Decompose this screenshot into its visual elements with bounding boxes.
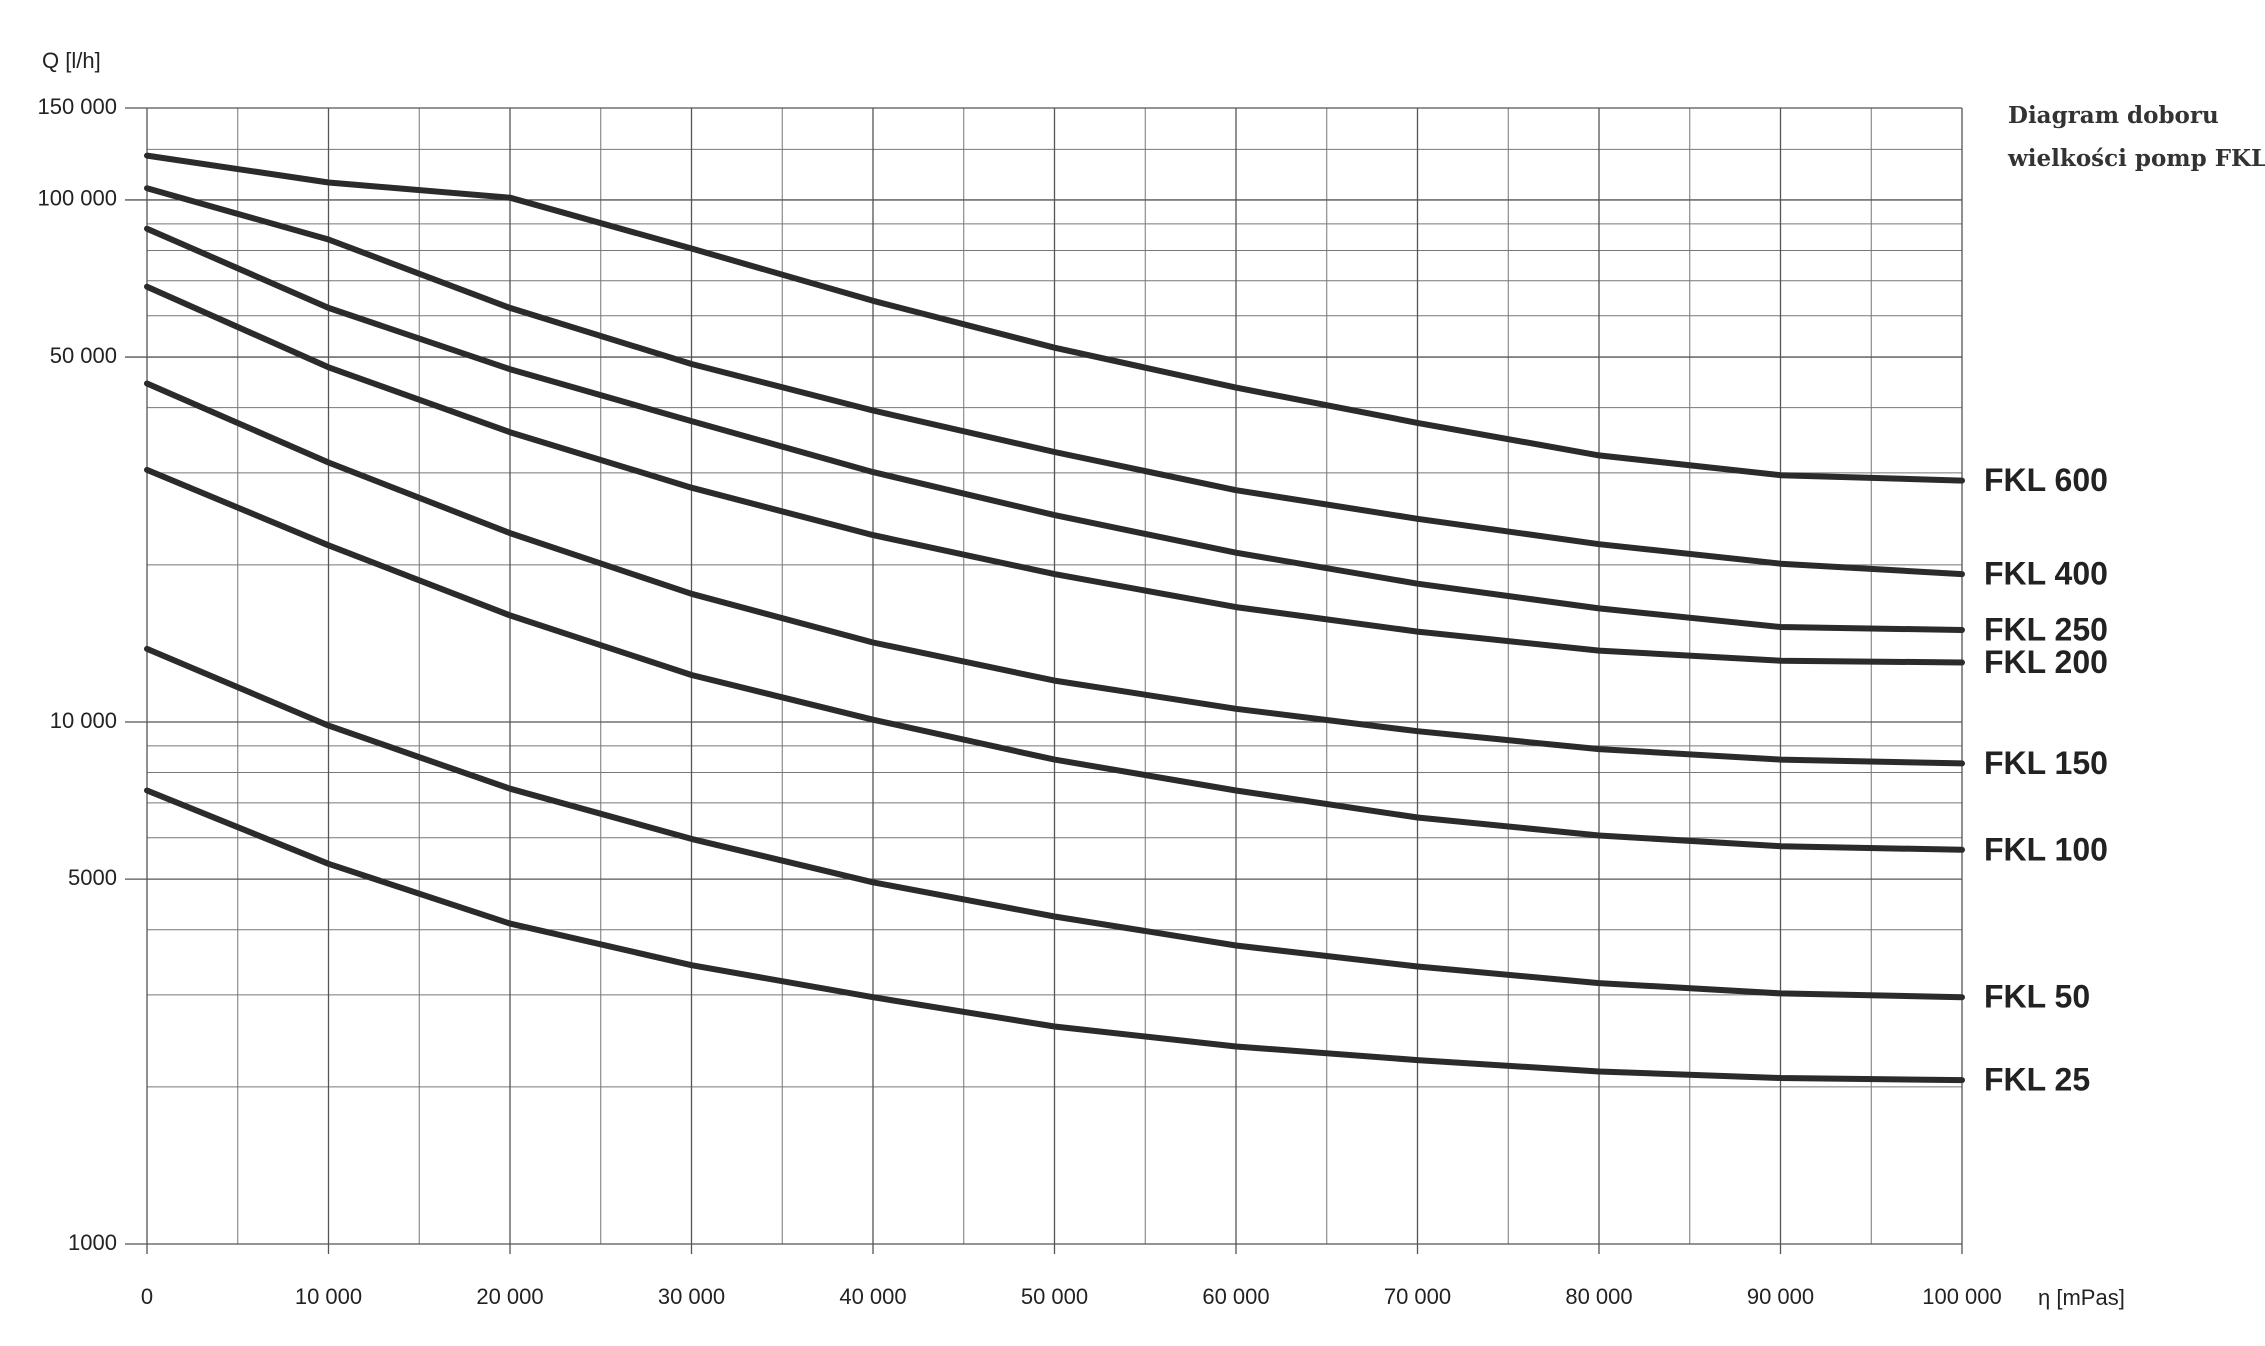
y-tick-label: 10 000 — [50, 708, 117, 733]
y-axis-label: Q [l/h] — [42, 48, 101, 73]
series-line — [144, 645, 1965, 1001]
y-tick-label: 5000 — [68, 865, 117, 890]
y-tick-label: 100 000 — [37, 186, 117, 211]
y-tick-label: 150 000 — [37, 94, 117, 119]
x-tick-label: 40 000 — [839, 1284, 906, 1309]
x-tick-label: 20 000 — [476, 1284, 543, 1309]
x-tick-label: 70 000 — [1384, 1284, 1451, 1309]
y-tick-label: 50 000 — [50, 343, 117, 368]
x-axis-label: η [mPas] — [2038, 1285, 2125, 1310]
series-label: FKL 50 — [1984, 979, 2090, 1015]
series-line — [144, 283, 1965, 666]
chart-subtitle: wielkości pomp FKL — [2007, 145, 2265, 172]
series-line — [144, 787, 1965, 1084]
x-tick-label: 80 000 — [1565, 1284, 1632, 1309]
x-tick-label: 60 000 — [1202, 1284, 1269, 1309]
series-label: FKL 25 — [1984, 1062, 2090, 1098]
x-tick-label: 30 000 — [658, 1284, 725, 1309]
series-label: FKL 200 — [1984, 644, 2108, 680]
series-label: FKL 100 — [1984, 831, 2108, 867]
x-tick-label: 10 000 — [295, 1284, 362, 1309]
series-line — [144, 380, 1965, 767]
chart-title: Diagram doboru — [2008, 102, 2219, 129]
series-line — [144, 152, 1965, 484]
series-line — [144, 225, 1965, 633]
y-tick-label: 1000 — [68, 1230, 117, 1255]
series-line — [144, 185, 1965, 578]
series-label: FKL 400 — [1984, 556, 2108, 592]
series-label: FKL 150 — [1984, 745, 2108, 781]
series-line — [144, 466, 1965, 853]
series-label: FKL 250 — [1984, 611, 2108, 647]
series-label: FKL 600 — [1984, 462, 2108, 498]
x-tick-label: 100 000 — [1922, 1284, 2002, 1309]
x-tick-label: 50 000 — [1021, 1284, 1088, 1309]
x-tick-label: 0 — [141, 1284, 153, 1309]
x-tick-label: 90 000 — [1747, 1284, 1814, 1309]
